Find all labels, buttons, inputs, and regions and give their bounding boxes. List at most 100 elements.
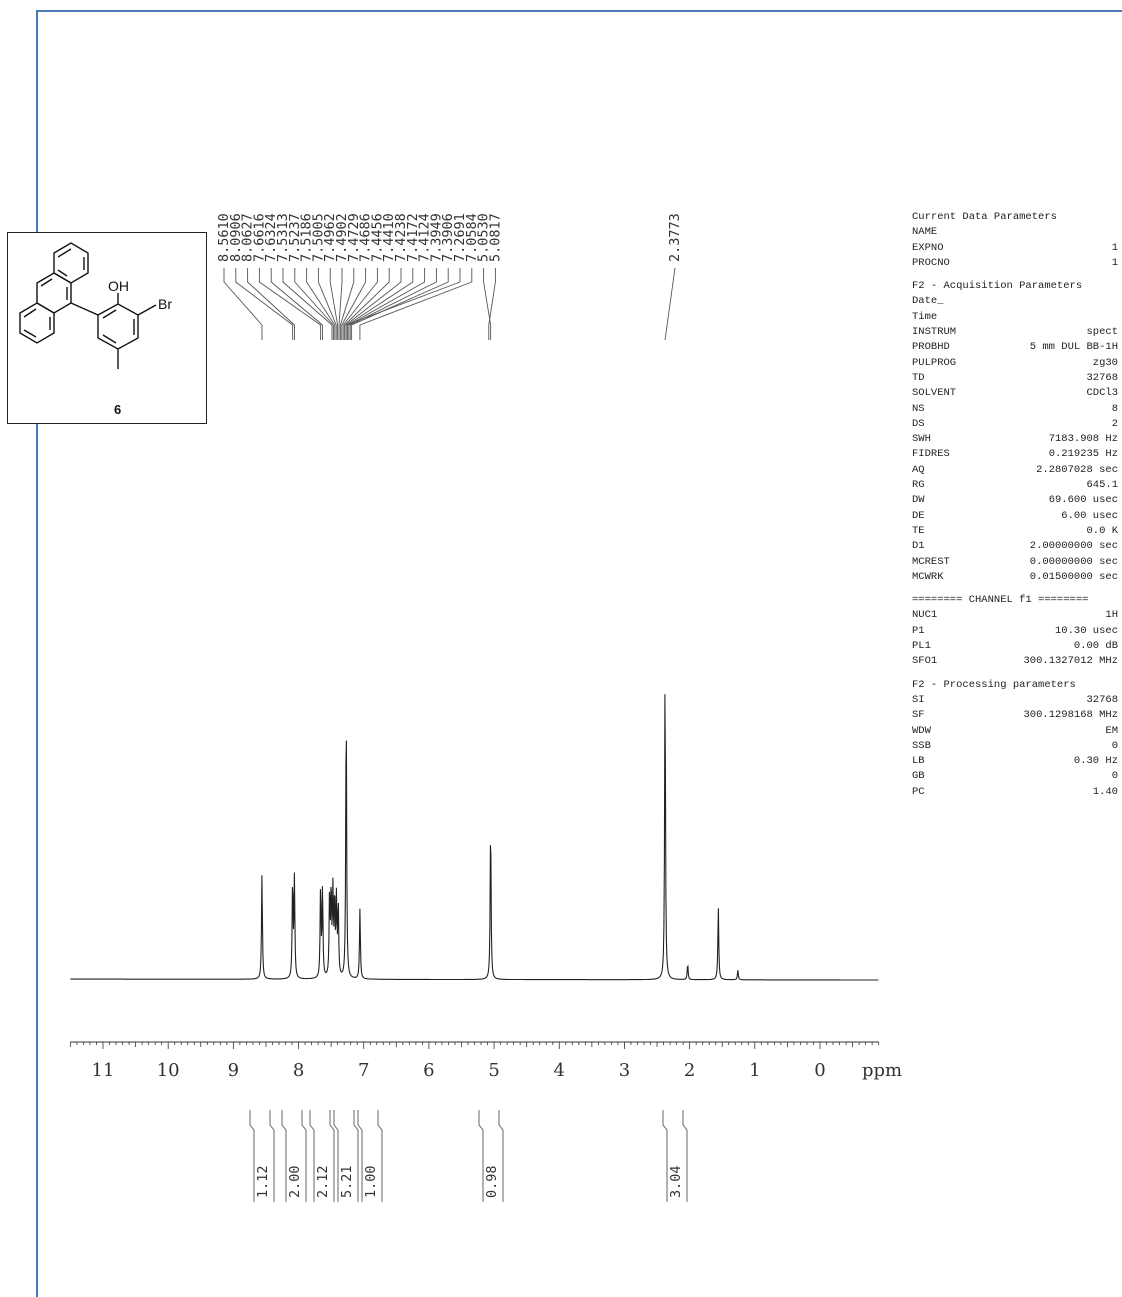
bromo-label: Br	[158, 296, 172, 312]
parameter-row: Date_	[912, 294, 1118, 309]
peak-label: 7.4238	[393, 213, 409, 262]
parameter-value: 0	[1111, 770, 1118, 783]
peak-label: 8.0627	[240, 213, 256, 262]
peak-label: 7.4729	[346, 213, 362, 262]
parameter-key: FIDRES	[912, 448, 950, 461]
x-axis-tick-label: 1	[749, 1060, 760, 1081]
integral-bracket	[281, 1110, 307, 1202]
parameter-row: SF 300.1298168 MHz	[912, 708, 1118, 723]
parameter-value: 2	[1111, 417, 1118, 430]
parameter-row: SFO1 300.1327012 MHz	[912, 654, 1118, 669]
parameter-key: SWH	[912, 433, 931, 446]
parameter-key: Time	[912, 310, 938, 323]
peak-connector	[294, 268, 334, 340]
parameter-row: PULPROG zg30	[912, 356, 1118, 371]
peak-label-connectors	[223, 267, 676, 341]
parameter-row: SI 32768	[912, 693, 1118, 708]
parameter-row: MCWRK 0.01500000 sec	[912, 570, 1118, 585]
integral-value: 5.21	[339, 1165, 355, 1198]
integral-bracket	[309, 1110, 335, 1202]
integral-value: 3.04	[668, 1165, 684, 1198]
parameter-value: 0	[1111, 739, 1118, 752]
parameter-row: RG 645.1	[912, 478, 1118, 493]
peak-label: 7.4962	[322, 213, 338, 262]
parameter-key: D1	[912, 540, 925, 553]
x-axis-tick-label: 6	[423, 1060, 434, 1081]
x-axis-tick-label: 7	[358, 1060, 369, 1081]
compound-number: 6	[114, 402, 121, 417]
x-axis-tick-label: 2	[684, 1060, 695, 1081]
parameter-key: TE	[912, 524, 925, 537]
parameter-value: 0.0 K	[1086, 524, 1118, 537]
acquisition-parameters-panel: Current Data Parameters NAME EXPNO 1 PROCNO 1…	[912, 210, 1118, 808]
spectrum-line	[70, 694, 879, 981]
peak-connector	[488, 268, 496, 340]
parameter-value: 0.01500000 sec	[1029, 570, 1118, 583]
parameter-key: NAME	[912, 226, 938, 239]
integral-value: 1.00	[363, 1165, 379, 1198]
parameter-value: 0.30 Hz	[1073, 755, 1118, 768]
peak-label: 8.0906	[228, 213, 244, 262]
parameter-row: D1 2.00000000 sec	[912, 539, 1118, 554]
parameter-key: PL1	[912, 640, 931, 653]
parameter-value: 0.00000000 sec	[1029, 555, 1118, 568]
peak-label: 7.4686	[358, 213, 374, 262]
anthracene-rings	[19, 242, 157, 369]
parameter-value: 1	[1111, 256, 1118, 269]
parameter-key: SF	[912, 709, 925, 722]
parameter-row: PL1 0.00 dB	[912, 639, 1118, 654]
parameter-value: 0.219235 Hz	[1048, 448, 1118, 461]
peak-label: 7.6616	[251, 213, 267, 262]
parameter-value: 2.00000000 sec	[1029, 540, 1118, 553]
peak-connector	[346, 268, 414, 340]
parameter-key: EXPNO	[912, 241, 944, 254]
peak-connector	[339, 268, 355, 340]
peak-label: 5.0530	[476, 213, 492, 262]
parameter-value: 1H	[1105, 609, 1118, 622]
parameter-row: DS 2	[912, 417, 1118, 432]
parameter-key: PC	[912, 785, 925, 798]
parameter-row: LB 0.30 Hz	[912, 754, 1118, 769]
parameter-value: 69.600 usec	[1048, 494, 1118, 507]
parameter-value: zg30	[1092, 356, 1118, 369]
peak-label: 2.3773	[667, 213, 683, 262]
parameter-row: TD 32768	[912, 371, 1118, 386]
parameter-value: 2.2807028 sec	[1036, 463, 1118, 476]
x-axis-tick-label: 8	[293, 1060, 304, 1081]
parameter-key: PULPROG	[912, 356, 957, 369]
integral-bracket	[357, 1110, 383, 1202]
x-axis-tick-labels: 11 10 9 8 7 6 5 4 3 2 1 0	[92, 1060, 826, 1081]
peak-connector	[341, 268, 367, 340]
peak-connector	[348, 268, 426, 340]
integral-value: 0.98	[484, 1165, 500, 1198]
parameter-row: P1 10.30 usec	[912, 624, 1118, 639]
x-axis-tick-label: 3	[619, 1060, 630, 1081]
parameter-key: NS	[912, 402, 925, 415]
compound-structure: OH Br 6	[7, 232, 207, 424]
peak-label: 7.4410	[381, 213, 397, 262]
peak-connector	[317, 268, 337, 340]
peak-label: 7.5313	[275, 213, 291, 262]
integral-bracket	[478, 1110, 504, 1202]
parameter-value: 300.1298168 MHz	[1023, 709, 1118, 722]
peak-connector	[345, 268, 461, 340]
parameter-value: CDCl3	[1086, 387, 1118, 400]
parameter-row: PROBHD 5 mm DUL BB-1H	[912, 340, 1118, 355]
peak-connector	[351, 268, 449, 340]
peak-connector	[282, 268, 333, 340]
structure-drawing: OH Br 6	[19, 242, 172, 417]
x-axis-minor-ticks	[70, 1042, 880, 1049]
parameter-value: EM	[1105, 724, 1118, 737]
x-axis-tick-label: 0	[814, 1060, 825, 1081]
parameter-row: NS 8	[912, 402, 1118, 417]
parameter-section: F2 - Acquisition Parameters Date_ Time INST…	[912, 279, 1118, 585]
parameter-row: INSTRUM spect	[912, 325, 1118, 340]
peak-connector	[342, 268, 378, 340]
parameter-key: NUC1	[912, 609, 938, 622]
peak-label: 8.5610	[216, 213, 232, 262]
parameter-key: PROCNO	[912, 256, 950, 269]
top-border	[36, 10, 1122, 12]
parameter-value: 300.1327012 MHz	[1023, 655, 1118, 668]
parameter-row: Time	[912, 310, 1118, 325]
